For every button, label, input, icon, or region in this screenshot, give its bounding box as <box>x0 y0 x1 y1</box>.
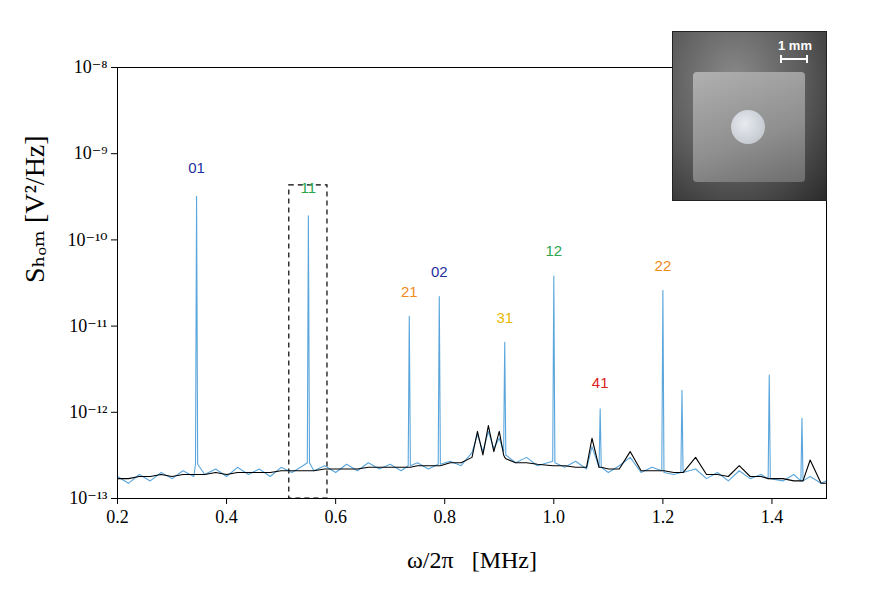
svg-text:01: 01 <box>188 159 205 176</box>
svg-text:0.6: 0.6 <box>324 507 347 527</box>
svg-text:12: 12 <box>545 242 562 259</box>
svg-text:1.0: 1.0 <box>543 507 566 527</box>
svg-text:10⁻¹¹: 10⁻¹¹ <box>69 316 107 336</box>
svg-text:10⁻¹³: 10⁻¹³ <box>69 488 108 508</box>
svg-text:1.2: 1.2 <box>652 507 675 527</box>
svg-text:0.4: 0.4 <box>215 507 238 527</box>
svg-text:ω/2π [MHz]: ω/2π [MHz] <box>407 547 537 573</box>
svg-text:10⁻⁹: 10⁻⁹ <box>74 143 108 163</box>
svg-text:02: 02 <box>431 263 448 280</box>
svg-text:1.4: 1.4 <box>761 507 784 527</box>
svg-text:31: 31 <box>496 309 513 326</box>
svg-text:21: 21 <box>401 283 418 300</box>
svg-text:22: 22 <box>655 257 672 274</box>
svg-text:0.8: 0.8 <box>433 507 456 527</box>
html-text:1 mm: 1 mm <box>778 38 812 53</box>
svg-text:10⁻¹²: 10⁻¹² <box>69 402 107 422</box>
svg-text:Sₕₒₘ [V²/Hz]: Sₕₒₘ [V²/Hz] <box>19 135 50 283</box>
svg-text:10⁻⁸: 10⁻⁸ <box>74 57 108 77</box>
svg-text:10⁻¹⁰: 10⁻¹⁰ <box>67 230 107 250</box>
svg-text:41: 41 <box>592 374 609 391</box>
svg-text:0.2: 0.2 <box>106 507 129 527</box>
svg-text:11: 11 <box>301 179 317 196</box>
